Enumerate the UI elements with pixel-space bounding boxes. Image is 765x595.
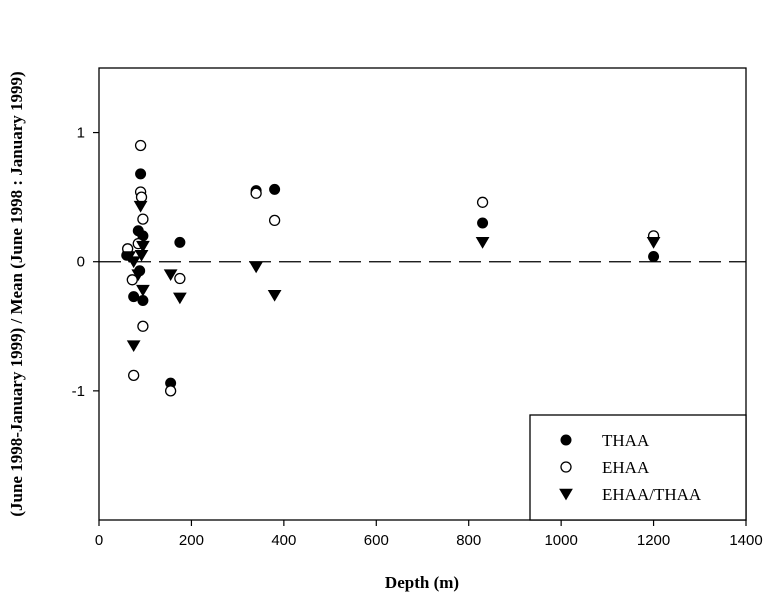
legend-marker-ehaa-thaa: [559, 488, 573, 501]
thaa-point: [135, 168, 147, 180]
x-tick-label: 1400: [729, 532, 762, 549]
ehaa-point: [134, 139, 147, 152]
y-tick-label: 0: [77, 254, 85, 271]
x-tick-label: 1000: [544, 532, 577, 549]
legend-marker-ehaa: [560, 461, 572, 473]
ehaa-thaa-point: [173, 292, 187, 305]
ehaa-point: [476, 196, 489, 208]
ehaa-thaa-point: [163, 269, 178, 282]
ehaa-point: [250, 187, 262, 199]
ehaa-point: [268, 214, 281, 227]
ehaa-thaa-point: [126, 340, 141, 353]
thaa-point: [477, 217, 489, 229]
ehaa-thaa-point: [131, 269, 146, 282]
legend-items: THAA EHAA EHAA/THAA: [559, 431, 702, 504]
x-axis-ticks: 0 200 400 600 800 1000 1200 1400: [95, 520, 763, 549]
ehaa-point: [137, 213, 149, 225]
ehaa-thaa-point: [136, 284, 150, 297]
x-axis-title: Depth (m): [385, 573, 459, 592]
plot-frame: [98, 67, 747, 521]
y-tick-label: 1: [77, 125, 85, 142]
ehaa-thaa-point: [126, 256, 141, 269]
ehaa-thaa-point: [249, 261, 264, 274]
thaa-point: [269, 183, 281, 195]
x-tick-label: 400: [271, 532, 296, 549]
x-tick-label: 800: [456, 532, 481, 549]
ehaa-thaa-point: [134, 249, 149, 262]
series-ehaa-thaa: [122, 200, 661, 353]
x-tick-label: 1200: [637, 532, 670, 549]
ehaa-thaa-point: [136, 240, 150, 253]
ehaa-thaa-point: [267, 289, 282, 302]
y-tick-label: -1: [72, 383, 85, 400]
series-ehaa: [122, 139, 660, 397]
ehaa-point: [174, 272, 186, 285]
legend-label-ehaa-thaa: EHAA/THAA: [602, 485, 702, 504]
thaa-point: [137, 294, 149, 306]
x-tick-label: 200: [179, 532, 204, 549]
ehaa-point: [126, 274, 138, 286]
legend-label-thaa: THAA: [602, 431, 650, 450]
ehaa-point: [164, 385, 177, 397]
ehaa-thaa-point: [133, 200, 148, 213]
ehaa-thaa-point: [646, 237, 661, 249]
data-points: [121, 139, 661, 397]
thaa-point: [128, 291, 140, 303]
legend: THAA EHAA EHAA/THAA: [529, 414, 747, 521]
y-axis-ticks: -1 0 1: [72, 125, 99, 400]
ehaa-point: [137, 320, 149, 332]
x-tick-label: 0: [95, 532, 103, 549]
x-tick-label: 600: [364, 532, 389, 549]
y-axis-title: (June 1998-January 1999) / Mean (June 19…: [7, 71, 26, 516]
ehaa-thaa-point: [475, 237, 490, 249]
thaa-point: [648, 251, 660, 263]
series-thaa: [121, 168, 660, 389]
ehaa-point: [135, 191, 148, 203]
legend-marker-thaa: [560, 434, 572, 446]
legend-label-ehaa: EHAA: [602, 458, 650, 477]
thaa-point: [174, 236, 186, 248]
ehaa-point: [128, 369, 140, 382]
